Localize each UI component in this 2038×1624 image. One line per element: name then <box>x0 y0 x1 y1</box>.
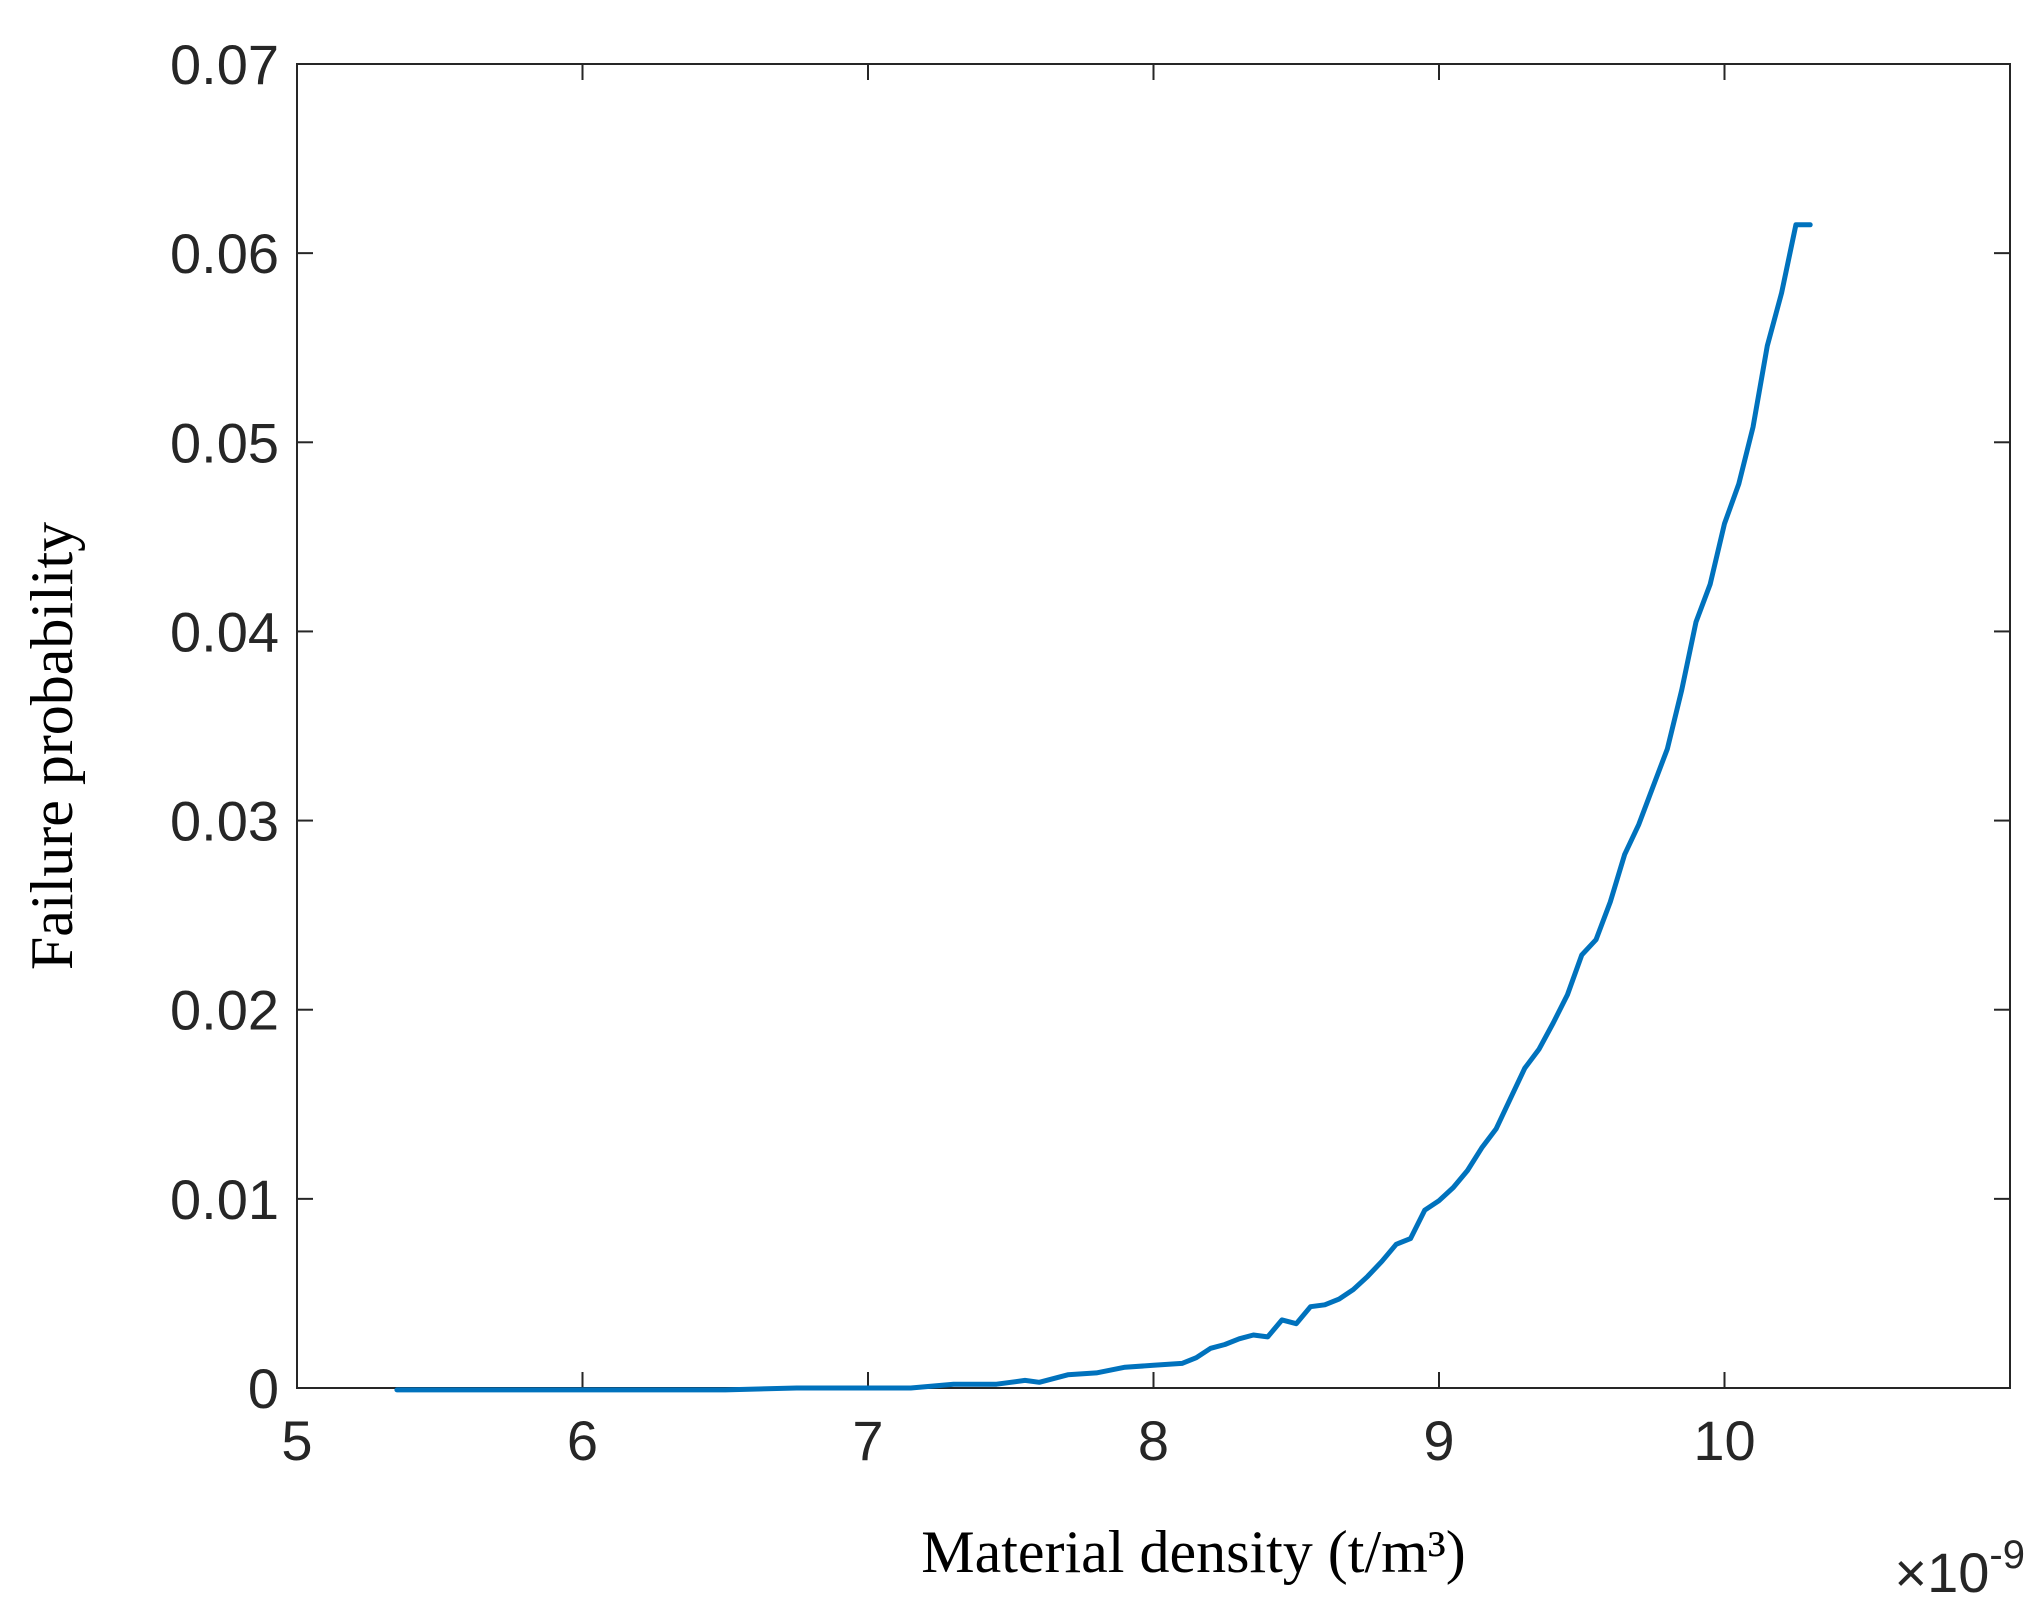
x-tick-label: 7 <box>852 1409 883 1472</box>
y-tick-label: 0.04 <box>170 600 279 663</box>
y-tick-label: 0.02 <box>170 979 279 1042</box>
plot-area <box>297 64 2010 1388</box>
tick-labels: 5 6 7 8 9 10 0 0.01 0.02 0.03 0.04 0.05 0.06 0.07 <box>170 33 1756 1472</box>
y-axis-label: Failure probability <box>19 522 85 970</box>
x-axis-label: Material density (t/m³) <box>921 1519 1466 1585</box>
x-tick-label: 10 <box>1693 1409 1755 1472</box>
series-line <box>394 222 1813 1393</box>
x-tick-label: 9 <box>1423 1409 1454 1472</box>
x-axis-exponent: ×10-9 <box>1894 1533 2025 1604</box>
y-tick-label: 0.05 <box>170 411 279 474</box>
y-tick-label: 0.01 <box>170 1168 279 1231</box>
x-tick-label: 5 <box>281 1409 312 1472</box>
y-tick-label: 0.03 <box>170 790 279 853</box>
y-tick-label: 0 <box>248 1357 279 1420</box>
y-tick-label: 0.06 <box>170 222 279 285</box>
exponent-power: -9 <box>1989 1533 2025 1577</box>
exponent-base: ×10 <box>1894 1541 1989 1604</box>
series-layer <box>394 222 1813 1393</box>
x-tick-label: 8 <box>1138 1409 1169 1472</box>
y-tick-label: 0.07 <box>170 33 279 96</box>
x-tick-label: 6 <box>567 1409 598 1472</box>
axes-box <box>296 63 2011 1389</box>
